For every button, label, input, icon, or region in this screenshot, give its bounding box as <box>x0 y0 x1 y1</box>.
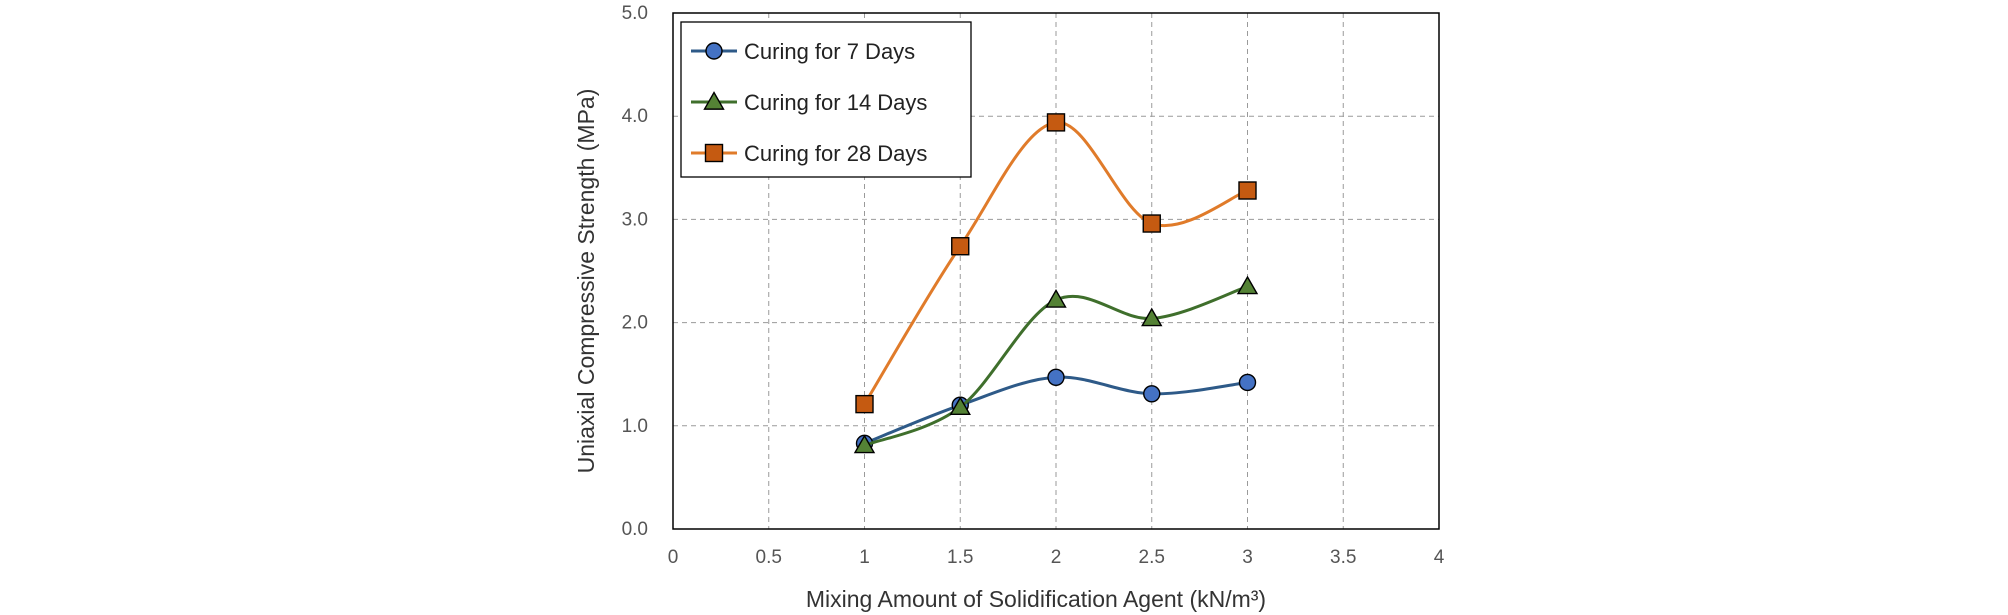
plot-area-frame <box>672 12 1440 530</box>
x-tick-label: 1 <box>859 547 870 568</box>
y-tick-label: 0.0 <box>622 519 648 540</box>
y-tick-label: 4.0 <box>622 106 648 127</box>
data-point <box>1238 181 1257 200</box>
legend: Curing for 7 Days Curing for 14 Days Curin… <box>680 21 972 178</box>
data-point <box>1238 373 1257 392</box>
tick-labels: 0 0.5 1 1.5 2 2.5 3 3.5 4 0.0 1.0 2.0 3.0 4.0 5.0 <box>622 3 1445 568</box>
x-tick-label: 3 <box>1242 547 1253 568</box>
x-tick-label: 4 <box>1434 547 1445 568</box>
data-point <box>1047 368 1065 386</box>
data-point <box>1143 385 1161 403</box>
x-tick-label: 2.5 <box>1139 547 1165 568</box>
legend-label: Curing for 28 Days <box>744 141 927 166</box>
legend-marker <box>703 91 725 110</box>
data-point <box>949 396 971 416</box>
legend-item: Curing for 28 Days <box>691 141 927 166</box>
data-point <box>1142 214 1161 233</box>
legend-item: Curing for 14 Days <box>691 90 927 115</box>
series-layer <box>853 113 1259 454</box>
x-axis-title: Mixing Amount of Solidification Agent (k… <box>806 586 1266 612</box>
y-axis-title: Uniaxial Compressive Strength (MPa) <box>573 89 599 474</box>
x-tick-label: 1.5 <box>947 547 973 568</box>
legend-marker <box>705 42 723 60</box>
legend-label: Curing for 7 Days <box>744 39 915 64</box>
data-point <box>853 434 876 454</box>
data-point <box>1236 275 1259 295</box>
data-point <box>1046 113 1066 132</box>
legend-item: Curing for 7 Days <box>691 39 915 64</box>
legend-marker <box>704 143 724 163</box>
x-tick-label: 0.5 <box>756 547 782 568</box>
y-tick-label: 3.0 <box>622 209 648 230</box>
legend-label: Curing for 14 Days <box>744 90 927 115</box>
legend-box <box>680 21 972 178</box>
series-2 <box>853 275 1259 454</box>
data-point <box>1045 288 1067 308</box>
data-point <box>855 394 874 414</box>
y-tick-label: 2.0 <box>622 313 648 334</box>
series-3 <box>855 113 1257 414</box>
data-point <box>1141 307 1163 327</box>
x-tick-label: 0 <box>668 547 679 568</box>
data-point <box>951 237 970 256</box>
x-tick-label: 3.5 <box>1330 547 1356 568</box>
y-tick-label: 5.0 <box>622 3 648 24</box>
x-tick-label: 2 <box>1051 547 1062 568</box>
y-tick-label: 1.0 <box>622 416 648 437</box>
